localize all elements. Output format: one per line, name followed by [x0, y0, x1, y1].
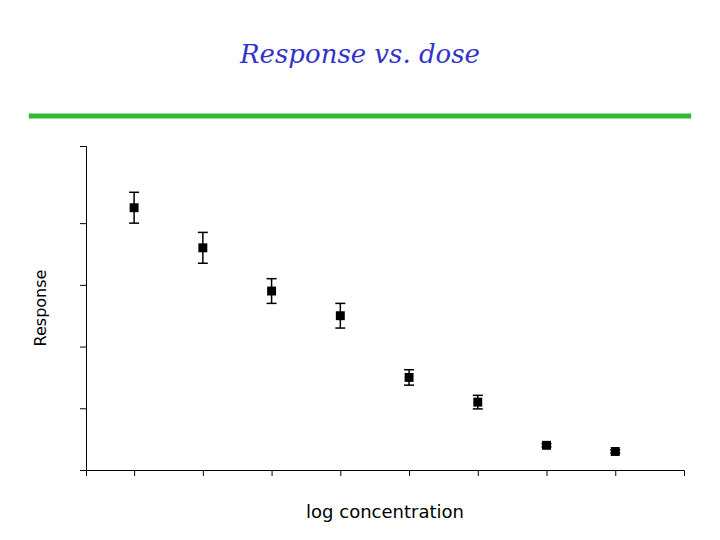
chart: Response vs. dose log concentration Respon…	[0, 0, 720, 540]
error-bar-cap	[129, 222, 139, 224]
point	[473, 398, 482, 407]
point	[405, 373, 414, 382]
tick-mark	[134, 470, 135, 476]
tick	[80, 347, 86, 348]
tick-mark	[80, 285, 86, 286]
error-bar	[404, 370, 414, 385]
y-axis	[80, 147, 87, 471]
tick	[80, 223, 86, 224]
tick	[272, 470, 273, 476]
tick-mark	[409, 470, 410, 476]
point	[611, 447, 620, 456]
error-bar-cap	[404, 369, 414, 371]
tick	[203, 470, 204, 476]
x-axis	[87, 470, 685, 476]
error-bar-cap	[335, 327, 345, 329]
error-bar-cap	[129, 192, 139, 194]
tick	[547, 470, 548, 476]
tick-mark	[340, 470, 341, 476]
error-bar-cap	[404, 384, 414, 386]
error-bar-cap	[267, 278, 277, 280]
axis-line	[80, 147, 87, 471]
tick-mark	[547, 470, 548, 476]
tick-mark	[80, 223, 86, 224]
error-bar-cap	[198, 232, 208, 234]
tick	[340, 470, 341, 476]
tick	[478, 470, 479, 476]
plot: log concentration Response	[31, 147, 685, 523]
error-bar-cap	[198, 263, 208, 265]
tick-mark	[80, 408, 86, 409]
error-bar-cap	[473, 408, 483, 410]
error-bar-cap	[473, 395, 483, 397]
error-bar	[129, 192, 139, 223]
point	[336, 311, 345, 320]
separator	[29, 114, 691, 119]
tick-mark	[80, 347, 86, 348]
error-bar	[267, 279, 277, 304]
marks	[129, 192, 620, 456]
tick-mark	[203, 470, 204, 476]
error-bar-cap	[267, 303, 277, 305]
point	[267, 287, 276, 296]
tick-mark	[272, 470, 273, 476]
tick	[80, 285, 86, 286]
tick-mark	[478, 470, 479, 476]
axis-line	[87, 471, 685, 477]
point	[130, 203, 139, 212]
error-bar	[473, 395, 483, 409]
point	[542, 441, 551, 450]
tick	[409, 470, 410, 476]
error-bar-cap	[335, 303, 345, 305]
tick-mark	[615, 470, 616, 476]
tick	[134, 470, 135, 476]
point	[198, 243, 207, 252]
tick	[80, 408, 86, 409]
title: Response vs. dose	[239, 39, 480, 69]
error-bar	[198, 232, 208, 263]
error-bar	[335, 303, 345, 328]
tick	[615, 470, 616, 476]
y-axis-label: Response	[31, 270, 50, 347]
x-axis-label: log concentration	[306, 501, 464, 522]
